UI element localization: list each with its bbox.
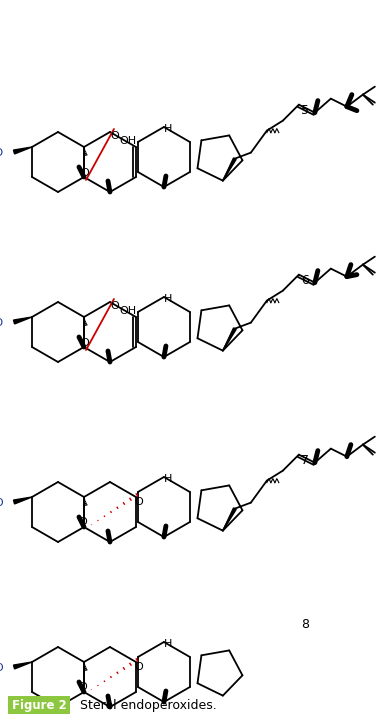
Polygon shape	[223, 328, 236, 350]
Text: O: O	[134, 662, 143, 672]
Text: 6: 6	[301, 273, 309, 286]
Text: HO: HO	[0, 318, 4, 328]
Text: HO: HO	[0, 148, 4, 158]
Text: H: H	[164, 639, 172, 649]
Text: O: O	[134, 497, 143, 507]
Text: OH: OH	[120, 306, 136, 316]
Text: H: H	[164, 294, 172, 304]
Text: O: O	[81, 168, 89, 178]
Text: Figure 2: Figure 2	[12, 699, 66, 712]
Text: H: H	[164, 124, 172, 134]
Polygon shape	[13, 317, 32, 324]
Polygon shape	[13, 662, 32, 669]
Text: 8: 8	[301, 619, 309, 632]
Text: O: O	[111, 131, 119, 141]
Text: 7: 7	[301, 454, 309, 467]
Text: OH: OH	[120, 136, 136, 146]
Text: H: H	[164, 474, 172, 484]
Text: Sterol endoperoxides.: Sterol endoperoxides.	[80, 699, 217, 712]
Text: GlcO: GlcO	[0, 663, 4, 673]
Polygon shape	[223, 508, 236, 531]
Text: O: O	[79, 682, 87, 692]
Text: O: O	[79, 517, 87, 527]
FancyBboxPatch shape	[8, 696, 70, 714]
Text: O: O	[81, 338, 89, 348]
Text: GlcO: GlcO	[0, 498, 4, 508]
Polygon shape	[223, 158, 236, 180]
Text: O: O	[111, 301, 119, 311]
Polygon shape	[13, 147, 32, 154]
Polygon shape	[13, 497, 32, 504]
Text: 5: 5	[301, 103, 309, 116]
